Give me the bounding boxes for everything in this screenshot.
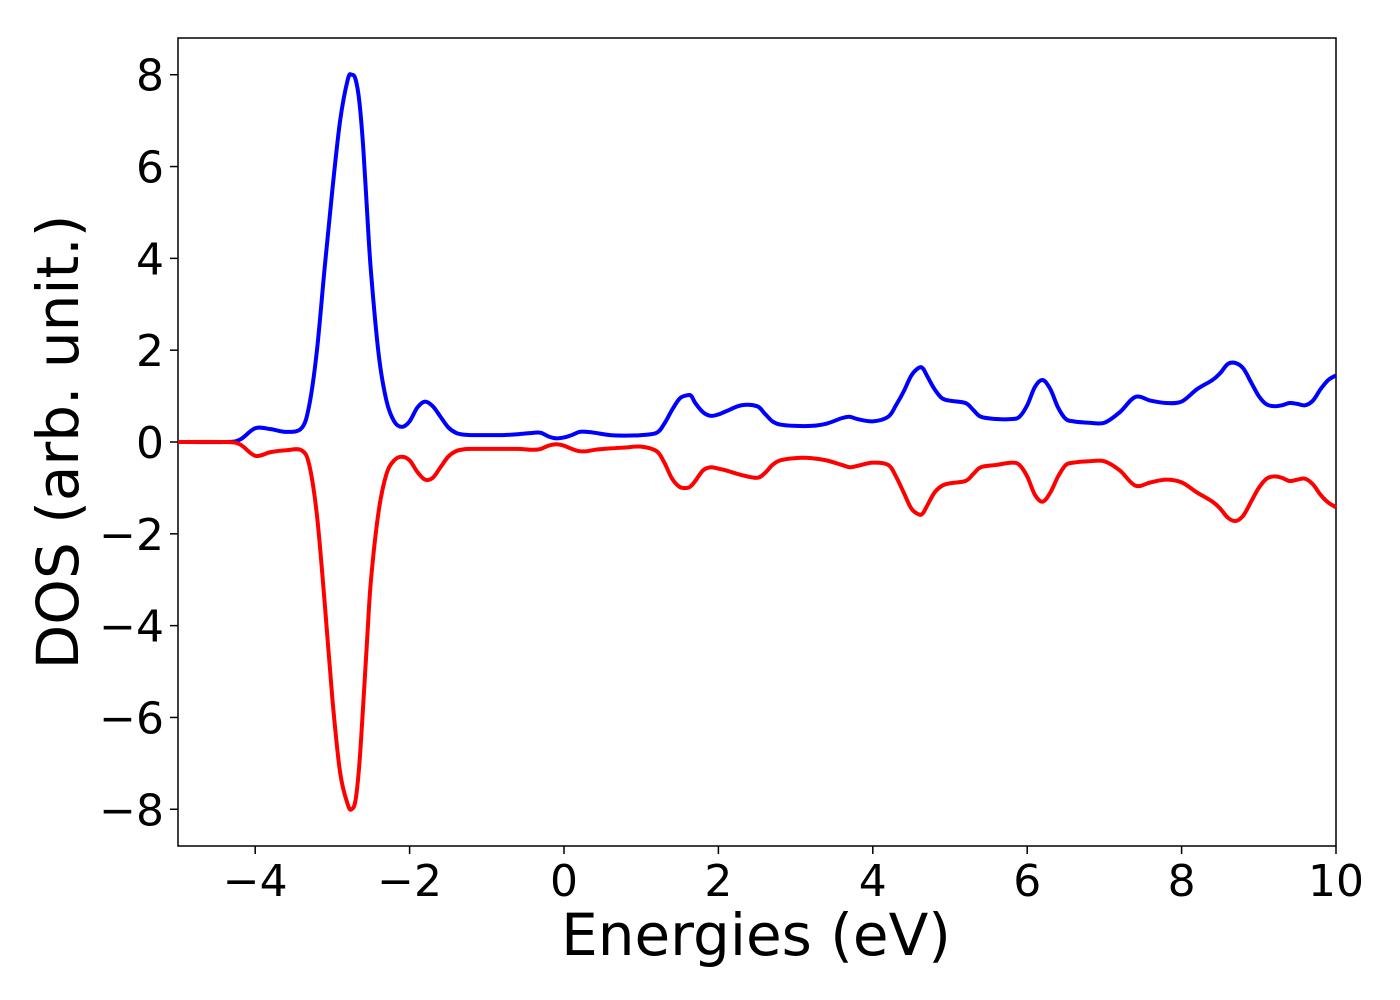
x-tick-label: 6: [1013, 856, 1041, 907]
y-tick-label: 2: [136, 326, 164, 377]
series-line-negative: [177, 439, 1338, 812]
x-axis-label: Energies (eV): [561, 901, 951, 969]
x-axis: −4 −2 0 2 4 6 8 10: [223, 846, 1364, 907]
x-tick-label: 10: [1308, 856, 1364, 907]
y-tick-label: −2: [99, 510, 164, 561]
plot-frame: [177, 37, 1337, 847]
x-tick-label: 0: [550, 856, 578, 907]
y-tick-label: 4: [136, 234, 164, 285]
series-line-positive: [177, 72, 1338, 445]
series-lines: [177, 72, 1338, 812]
x-tick-label: 2: [704, 856, 732, 907]
x-tick-label: −2: [377, 856, 442, 907]
y-tick-label: 6: [136, 143, 164, 194]
y-tick-label: −8: [99, 785, 164, 836]
y-tick-label: −6: [99, 693, 164, 744]
y-tick-label: −4: [99, 602, 164, 653]
x-tick-label: 4: [859, 856, 887, 907]
y-tick-label: 8: [136, 51, 164, 102]
y-tick-label: 0: [136, 418, 164, 469]
x-tick-label: −4: [223, 856, 288, 907]
y-axis-label: DOS (arb. unit.): [24, 215, 92, 670]
plot-area: −4 −2 0 2 4 6 8 10 −8 −6 −4 −2 0 2 4 6 8: [99, 37, 1364, 907]
y-axis: −8 −6 −4 −2 0 2 4 6 8: [99, 51, 178, 836]
x-tick-label: 8: [1168, 856, 1196, 907]
